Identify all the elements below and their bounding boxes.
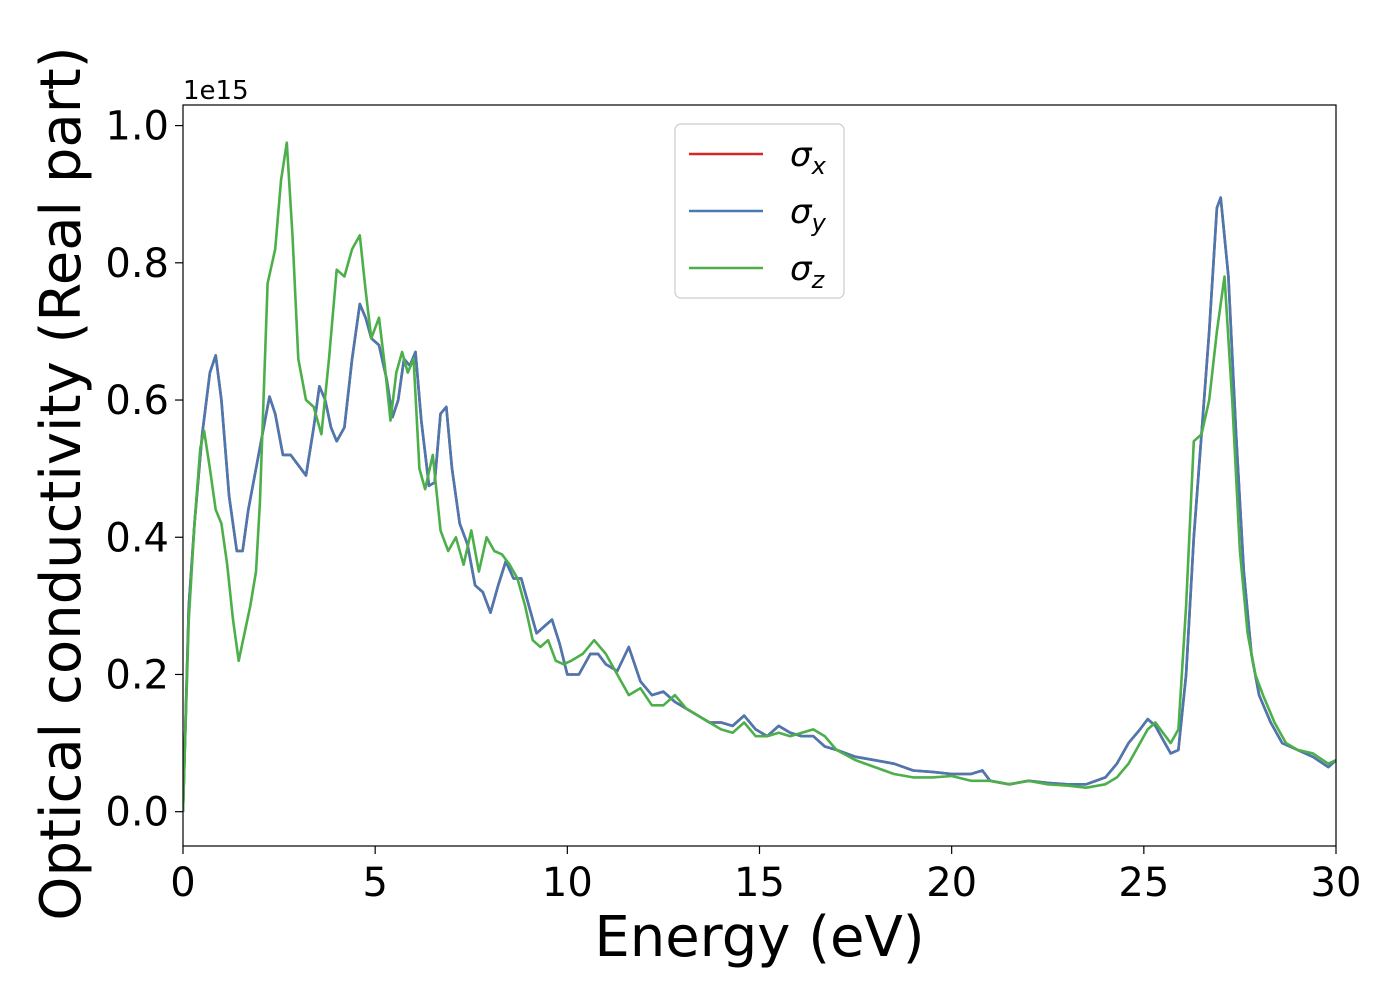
x-tick-label: 0	[170, 860, 195, 906]
series-layer	[183, 141, 1336, 812]
legend-label-symbol: σ	[790, 249, 813, 289]
y-axis-label: Optical conductivity (Real part)	[29, 46, 94, 920]
legend-label-subscript: y	[811, 209, 827, 237]
legend-label-z: σz	[790, 249, 826, 294]
legend-label-y: σy	[790, 192, 827, 237]
x-tick-label: 5	[362, 860, 387, 906]
x-axis-label: Energy (eV)	[594, 905, 924, 970]
legend-label-x: σx	[790, 135, 827, 180]
y-tick-label: 0.2	[105, 652, 169, 698]
y-tick-label: 0.4	[105, 515, 169, 561]
y-tick-label: 0.8	[105, 241, 169, 287]
x-tick-label: 25	[1118, 860, 1169, 906]
y-tick-label: 0.6	[105, 378, 169, 424]
y-tick-label: 0.0	[105, 790, 169, 836]
series-line-y	[183, 196, 1336, 812]
x-tick-label: 30	[1311, 860, 1362, 906]
y-offset-text: 1e15	[183, 76, 249, 106]
x-tick-label: 15	[734, 860, 785, 906]
legend-label-symbol: σ	[790, 192, 813, 232]
legend-label-symbol: σ	[790, 135, 813, 175]
series-line-z	[183, 141, 1336, 812]
x-tick-label: 10	[542, 860, 593, 906]
ticks-layer: 0 5 10 15 20 25 30 0.0 0.2 0.4 0.6 0.8 1.0	[105, 104, 1361, 906]
legend-label-subscript: z	[811, 266, 826, 294]
x-tick-label: 20	[926, 860, 977, 906]
legend-label-subscript: x	[811, 152, 827, 180]
y-tick-label: 1.0	[105, 104, 169, 150]
